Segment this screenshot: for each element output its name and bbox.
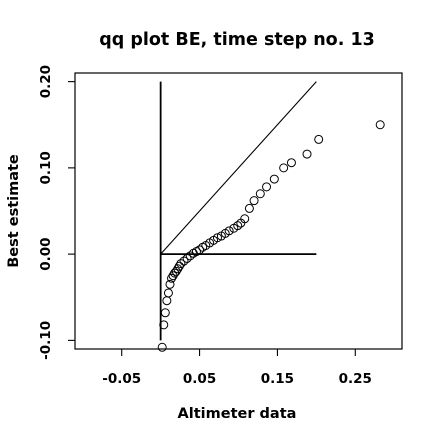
data-point <box>262 182 272 192</box>
reference-lines <box>159 81 317 341</box>
y-tick-label: -0.10 <box>38 321 54 360</box>
data-point <box>314 134 324 144</box>
data-point <box>249 196 259 206</box>
y-tick-label: 0.20 <box>38 65 54 98</box>
data-point <box>163 288 173 298</box>
data-point <box>233 221 243 231</box>
data-point <box>167 273 177 283</box>
x-tick-label: -0.05 <box>102 371 141 387</box>
x-tick-label: 0.15 <box>261 371 294 387</box>
data-point <box>212 233 222 243</box>
data-point <box>255 189 265 199</box>
y-tick-label: 0.00 <box>38 237 54 270</box>
y-tick-label: 0.10 <box>38 151 54 184</box>
x-axis-label: Altimeter data <box>178 406 297 422</box>
data-points <box>157 120 385 352</box>
data-point <box>302 149 312 159</box>
data-point <box>182 253 192 263</box>
data-point <box>286 158 296 168</box>
data-point <box>160 308 170 318</box>
data-point <box>171 266 181 276</box>
data-point <box>269 174 279 184</box>
data-point <box>174 261 184 271</box>
data-point <box>240 214 250 224</box>
identity-reference-line <box>160 81 317 255</box>
y-axis-label: Best estimate <box>6 154 22 268</box>
data-point <box>159 320 169 330</box>
data-point <box>195 245 205 255</box>
x-tick-label: 0.05 <box>183 371 216 387</box>
data-point <box>224 226 234 236</box>
x-tick-label: 0.25 <box>339 371 372 387</box>
data-point <box>173 264 183 274</box>
data-point <box>244 203 254 213</box>
data-point <box>162 296 172 306</box>
data-point <box>375 120 385 130</box>
chart-title: qq plot BE, time step no. 13 <box>99 30 375 50</box>
data-point <box>279 163 289 173</box>
data-point <box>165 279 175 289</box>
plot-frame <box>74 72 403 350</box>
x-axis: -0.05 0.05 0.15 0.25 <box>102 349 372 387</box>
data-point <box>185 251 195 261</box>
y-axis: -0.10 0.00 0.10 0.20 <box>38 65 75 360</box>
data-point <box>176 259 186 269</box>
data-point <box>157 342 167 352</box>
data-point <box>179 256 189 266</box>
